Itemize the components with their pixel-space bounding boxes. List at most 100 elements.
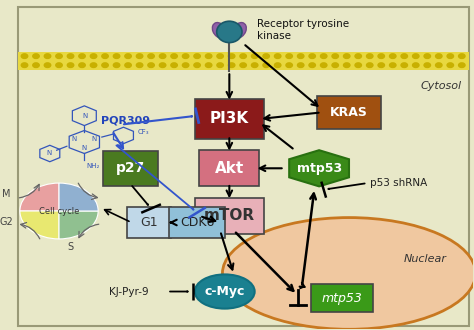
Circle shape	[194, 63, 201, 67]
Polygon shape	[289, 150, 349, 186]
Circle shape	[240, 54, 246, 58]
Circle shape	[458, 63, 465, 67]
Text: PI3K: PI3K	[210, 112, 249, 126]
Circle shape	[390, 63, 396, 67]
Circle shape	[298, 63, 304, 67]
Circle shape	[320, 54, 327, 58]
FancyBboxPatch shape	[103, 151, 158, 185]
Text: Cell cycle: Cell cycle	[39, 207, 79, 215]
Text: NH₂: NH₂	[87, 163, 100, 169]
Circle shape	[56, 63, 62, 67]
Wedge shape	[59, 183, 98, 211]
Circle shape	[320, 63, 327, 67]
Circle shape	[217, 63, 223, 67]
Circle shape	[274, 54, 281, 58]
Circle shape	[366, 54, 373, 58]
Circle shape	[194, 54, 201, 58]
FancyArrowPatch shape	[300, 283, 305, 288]
Circle shape	[159, 63, 166, 67]
Circle shape	[21, 54, 27, 58]
Text: mtp53: mtp53	[322, 292, 363, 305]
Circle shape	[412, 54, 419, 58]
Ellipse shape	[222, 217, 474, 329]
Text: Akt: Akt	[215, 161, 244, 176]
Circle shape	[274, 63, 281, 67]
FancyBboxPatch shape	[311, 284, 373, 312]
Circle shape	[309, 63, 315, 67]
Circle shape	[298, 54, 304, 58]
Text: Receptor tyrosine
kinase: Receptor tyrosine kinase	[257, 19, 349, 41]
Circle shape	[286, 63, 292, 67]
Circle shape	[332, 63, 338, 67]
Ellipse shape	[217, 21, 242, 43]
Circle shape	[102, 54, 108, 58]
Wedge shape	[20, 211, 59, 239]
FancyBboxPatch shape	[195, 198, 264, 234]
Circle shape	[159, 54, 166, 58]
FancyBboxPatch shape	[195, 99, 264, 139]
Circle shape	[436, 63, 442, 67]
Circle shape	[67, 63, 74, 67]
Circle shape	[113, 63, 120, 67]
Circle shape	[286, 54, 292, 58]
Text: N: N	[82, 113, 87, 119]
Circle shape	[148, 63, 155, 67]
Circle shape	[44, 54, 51, 58]
Circle shape	[390, 54, 396, 58]
Circle shape	[378, 63, 384, 67]
Text: c-Myc: c-Myc	[205, 285, 245, 298]
Circle shape	[137, 63, 143, 67]
Circle shape	[44, 63, 51, 67]
Circle shape	[171, 54, 177, 58]
Text: G2: G2	[0, 217, 13, 227]
Circle shape	[424, 54, 430, 58]
Wedge shape	[59, 211, 98, 239]
Text: KJ-Pyr-9: KJ-Pyr-9	[109, 286, 149, 297]
Circle shape	[33, 63, 39, 67]
Circle shape	[91, 54, 97, 58]
Circle shape	[378, 54, 384, 58]
Text: Nuclear: Nuclear	[403, 254, 447, 264]
Text: G1: G1	[140, 216, 157, 229]
Circle shape	[366, 63, 373, 67]
Circle shape	[401, 63, 408, 67]
Text: mTOR: mTOR	[204, 209, 255, 223]
FancyBboxPatch shape	[170, 207, 225, 238]
Circle shape	[91, 63, 97, 67]
Circle shape	[251, 63, 258, 67]
Circle shape	[217, 54, 223, 58]
Circle shape	[251, 54, 258, 58]
Text: N: N	[82, 145, 87, 150]
Text: S: S	[68, 242, 74, 252]
Circle shape	[355, 54, 362, 58]
Circle shape	[447, 63, 454, 67]
Circle shape	[67, 54, 74, 58]
Text: N: N	[91, 136, 96, 142]
Text: PQR309: PQR309	[101, 115, 150, 126]
Circle shape	[401, 54, 408, 58]
Circle shape	[436, 54, 442, 58]
Circle shape	[344, 63, 350, 67]
Circle shape	[137, 54, 143, 58]
Circle shape	[125, 54, 131, 58]
Text: N: N	[47, 150, 52, 156]
Circle shape	[102, 63, 108, 67]
Ellipse shape	[212, 22, 226, 38]
Circle shape	[79, 63, 85, 67]
Text: Cytosol: Cytosol	[420, 81, 462, 91]
Circle shape	[125, 63, 131, 67]
FancyBboxPatch shape	[200, 150, 259, 186]
Text: CDK6: CDK6	[180, 216, 214, 229]
FancyBboxPatch shape	[18, 51, 469, 70]
Text: p27: p27	[116, 161, 145, 175]
Circle shape	[458, 54, 465, 58]
Circle shape	[205, 54, 212, 58]
Circle shape	[309, 54, 315, 58]
Circle shape	[332, 54, 338, 58]
Text: mtp53: mtp53	[297, 162, 342, 175]
Ellipse shape	[233, 22, 246, 38]
FancyBboxPatch shape	[317, 96, 381, 129]
Circle shape	[171, 63, 177, 67]
Circle shape	[344, 54, 350, 58]
Circle shape	[148, 54, 155, 58]
